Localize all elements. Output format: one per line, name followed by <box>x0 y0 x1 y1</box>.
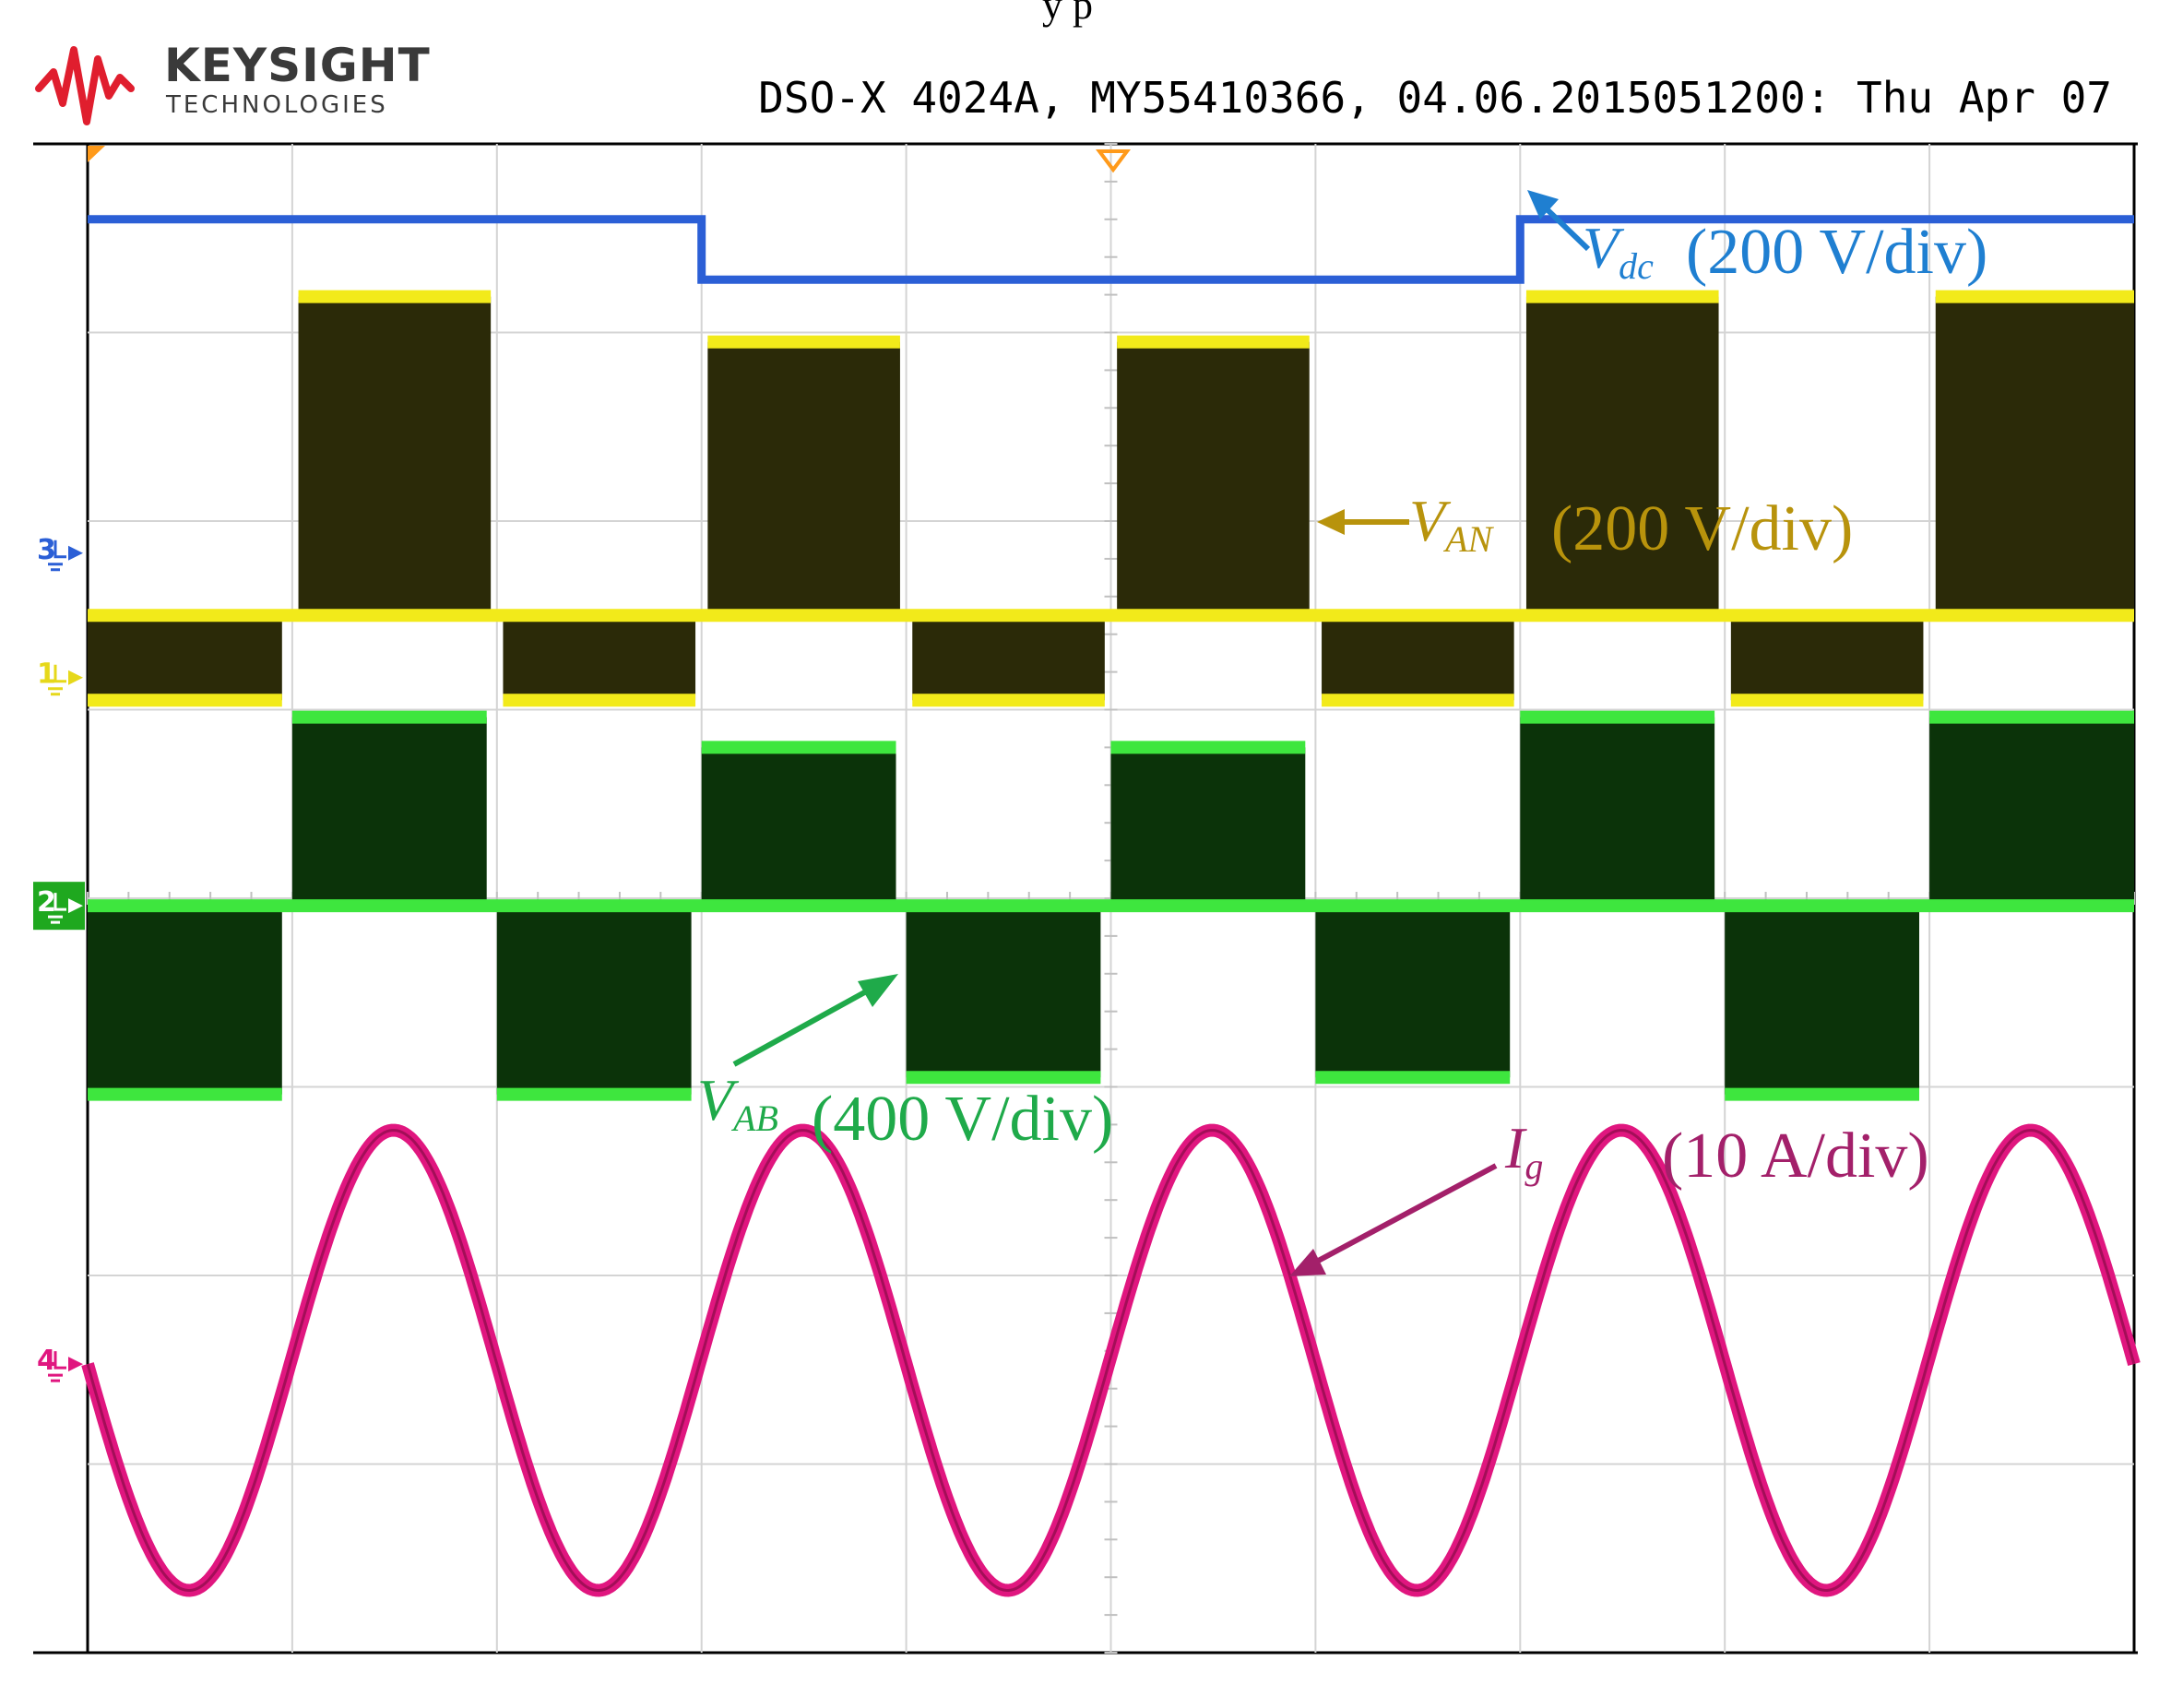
marker-arrow-icon <box>68 670 83 685</box>
vab-scale: (400 V/div) <box>812 1084 1113 1155</box>
van-pulse-block <box>298 296 492 616</box>
vab-pulse-block <box>291 717 487 907</box>
ground-icon <box>48 664 66 696</box>
vdc-symbol: V <box>1583 215 1625 280</box>
marker-arrow-icon <box>68 545 83 561</box>
keysight-wave-icon <box>35 46 135 125</box>
vab-pulse-block <box>1110 747 1306 907</box>
brand-subtitle: TECHNOLOGIES <box>165 91 388 119</box>
channel-marker-label: 4 <box>37 1345 56 1377</box>
van-pulse-block <box>912 615 1105 701</box>
time-ref-marker-icon <box>88 146 105 162</box>
channel-marker-ch3: 3 <box>37 534 83 572</box>
ig-scale: (10 A/div) <box>1662 1121 1929 1192</box>
vab-pulse-block <box>1725 906 1920 1095</box>
vab-pulse-block <box>1929 717 2134 907</box>
ig-arrow <box>1308 1163 1498 1268</box>
van-pulse-block <box>1730 615 1924 701</box>
van-pulse-block <box>1935 296 2134 616</box>
waveform-traces <box>81 215 2141 1597</box>
vab-subscript: AB <box>730 1097 778 1139</box>
vab-symbol: V <box>697 1067 740 1133</box>
vab-arrow <box>732 982 880 1067</box>
vab-pulse-block <box>906 906 1101 1078</box>
vab-label: VAB <box>697 1067 778 1139</box>
annotation-van: VAN (200 V/div) <box>1317 488 1853 564</box>
marker-arrow-icon <box>68 1357 83 1372</box>
van-subscript: AN <box>1442 518 1494 560</box>
trigger-marker-icon <box>1096 149 1131 173</box>
vab-pulse-block <box>496 906 692 1095</box>
channel-marker-label: 1 <box>37 658 56 691</box>
channel-markers: 3 1 2 4 <box>33 534 85 1382</box>
van-pulse-block <box>1322 615 1514 701</box>
van-pulse-block <box>503 615 696 701</box>
instrument-info: DSO-X 4024A, MY55410366, 04.06.201505120… <box>758 73 2112 123</box>
channel-marker-ch4: 4 <box>37 1345 83 1382</box>
ground-icon <box>48 1351 66 1382</box>
van-label: VAN <box>1409 488 1495 560</box>
van-arrowhead-icon <box>1317 509 1345 535</box>
vab-pulse-block <box>701 747 896 907</box>
channel-marker-ch1: 1 <box>37 658 83 696</box>
channel-marker-label: 2 <box>37 886 56 919</box>
trace-vdc <box>88 215 2134 284</box>
trace-ig-core <box>86 1129 2136 1593</box>
vdc-subscript: dc <box>1619 245 1654 287</box>
channel-marker-label: 3 <box>37 534 56 566</box>
ig-label: Ig <box>1504 1115 1543 1187</box>
van-pulse-block <box>1525 296 1719 616</box>
channel-marker-ch2: 2 <box>33 882 85 931</box>
annotation-ig: Ig (10 A/div) <box>1289 1115 1929 1276</box>
scope-screen: 3 1 2 4 <box>33 142 2141 1655</box>
annotation-vab: VAB (400 V/div) <box>697 974 1113 1155</box>
brand-name: KEYSIGHT <box>164 39 431 92</box>
vab-arrowhead-icon <box>858 974 898 1007</box>
van-pulse-block <box>707 341 900 616</box>
vab-pulse-block <box>88 906 282 1095</box>
ground-icon <box>48 893 66 924</box>
van-symbol: V <box>1409 488 1452 553</box>
van-scale: (200 V/div) <box>1551 493 1853 564</box>
ig-arrowhead-icon <box>1289 1249 1326 1276</box>
van-pulse-block <box>1117 341 1310 616</box>
keysight-logo: KEYSIGHT TECHNOLOGIES <box>35 39 431 125</box>
vdc-label: Vdc <box>1583 215 1654 287</box>
ground-icon <box>48 540 66 572</box>
ig-symbol: I <box>1504 1115 1527 1180</box>
vdc-arrowhead-icon <box>1527 190 1559 219</box>
vdc-scale: (200 V/div) <box>1686 217 1987 288</box>
van-pulse-block <box>88 615 282 701</box>
vab-pulse-block <box>1520 717 1715 907</box>
ig-subscript: g <box>1524 1145 1543 1187</box>
marker-arrow-icon <box>68 898 83 914</box>
vab-trace <box>88 710 2134 1101</box>
annotation-vdc: Vdc (200 V/div) <box>1527 190 1987 288</box>
vab-pulse-block <box>1315 906 1511 1078</box>
van-trace <box>88 290 2134 707</box>
cropped-caption: y p <box>1042 0 1093 28</box>
